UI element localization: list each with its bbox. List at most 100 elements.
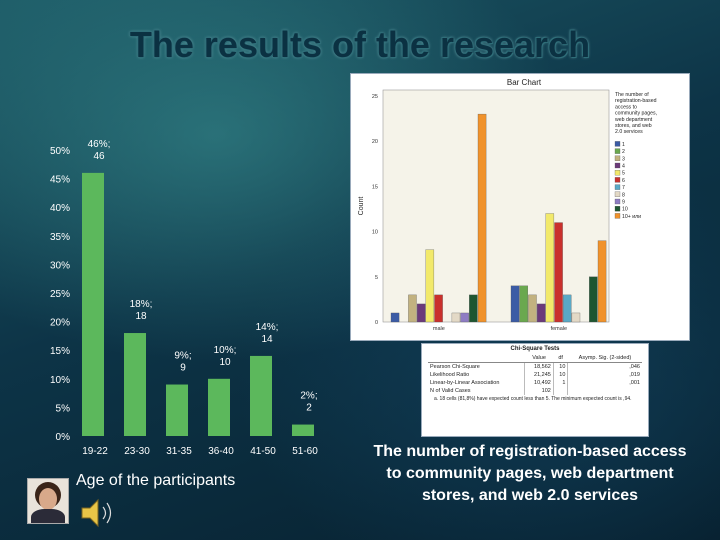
x-tick-label: 31-35 (166, 446, 192, 457)
y-tick-labels: 0% 5% 10% 15% 20% 25% 30% 35% 40% 45% 50% (50, 146, 70, 443)
spss-legend-label: 1 (622, 142, 625, 148)
table-cell: 10 (552, 362, 568, 371)
y-tick-label: 15% (50, 346, 70, 357)
spss-legend-swatch (614, 213, 621, 219)
table-cell (552, 387, 568, 395)
data-label: 14%; 14 (256, 322, 279, 345)
bar (82, 172, 104, 436)
y-tick-label: 50% (50, 146, 70, 157)
table-title: Chi-Square Tests (510, 346, 560, 352)
spss-bar (460, 312, 469, 323)
data-labels: 46%; 46 18%; 18 9%; 9 10%; 10 14%; 14 2%; 2 (88, 139, 318, 414)
table-cell: ,001 (567, 379, 642, 387)
spss-legend-swatch (614, 148, 621, 154)
y-tick-label: 40% (50, 203, 70, 214)
spss-legend-swatch (614, 170, 621, 176)
presenter-photo (27, 478, 69, 524)
spss-legend-label: 5 (622, 171, 625, 177)
spss-legend-label: 10 (622, 207, 628, 213)
y-tick-label: 25% (50, 289, 70, 300)
table-row: Pearson Chi-Square 18,562 10,046 (428, 362, 642, 371)
x-tick-label: 19-22 (82, 446, 108, 457)
spss-bar (477, 113, 487, 323)
table-cell (567, 387, 642, 395)
spss-bar (408, 294, 417, 323)
table-header-cell (428, 354, 525, 363)
spss-legend-label: 6 (622, 178, 625, 184)
x-tick-label: 51-60 (292, 446, 318, 457)
slide-caption: The number of registration-based access … (373, 443, 687, 504)
table-cell: 1 (552, 379, 568, 387)
y-tick-label: 20% (50, 318, 70, 329)
spss-legend-label: 3 (622, 156, 625, 162)
spss-y-tick: 25 (372, 94, 378, 100)
spss-legend-swatch (614, 191, 621, 197)
table-cell: ,046 (567, 362, 642, 371)
spss-bar (554, 222, 563, 323)
x-tick-label: 23-30 (124, 446, 150, 457)
spss-legend-swatch (614, 184, 621, 190)
bar (166, 384, 188, 436)
spss-bar (545, 213, 555, 323)
spss-legend-swatch (614, 198, 621, 205)
spss-chart-title: Bar Chart (507, 78, 542, 87)
table-row-label: N of Valid Cases (430, 388, 471, 394)
spss-bar-chart-panel: Bar Chart 0 5 10 15 20 25 Count male female The nu… (350, 73, 690, 341)
spss-bar (563, 294, 572, 323)
spss-legend-label: 7 (622, 185, 625, 191)
spss-legend-swatch (614, 155, 621, 161)
data-label: 46%; 46 (88, 139, 111, 162)
spss-bar (469, 294, 478, 323)
spss-legend-label: 9 (622, 200, 625, 206)
spss-bar (416, 303, 426, 323)
spss-bar (390, 312, 400, 323)
y-tick-label: 30% (50, 260, 70, 271)
table-body: Pearson Chi-Square 18,562 10,046 Likelihood… (428, 362, 642, 395)
table-row: Likelihood Ratio 21,245 10,019 (428, 371, 642, 379)
table-row-label: Linear-by-Linear Association (430, 380, 500, 386)
table-cell: 102 (524, 387, 554, 395)
x-tick-label: 36-40 (208, 446, 234, 457)
bar (208, 378, 230, 436)
x-tick-label: 41-50 (250, 446, 276, 457)
spss-legend-swatch (614, 177, 621, 183)
slide-title: The results of the research (129, 24, 591, 65)
spss-legend-label: 4 (622, 164, 625, 170)
table-cell: 10,492 (524, 379, 554, 387)
table-row: N of Valid Cases 102 (428, 387, 642, 395)
spss-y-tick: 10 (372, 230, 378, 236)
spss-legend-swatch (614, 162, 621, 169)
spss-y-tick: 20 (372, 139, 378, 145)
table-header-cell: df (553, 354, 568, 363)
bar (292, 424, 314, 436)
x-axis-title: Age of the participants (76, 472, 236, 489)
table-cell: 18,562 (524, 362, 554, 371)
spss-bar (434, 294, 443, 323)
spss-y-label: Count (358, 197, 365, 216)
table-footnote: a. 18 cells (81,8%) have expected count … (434, 396, 632, 402)
spss-bar (597, 240, 607, 323)
spss-y-tick: 15 (372, 184, 378, 190)
spss-bar (510, 285, 520, 323)
spss-x-tick: female (551, 326, 568, 332)
spss-y-tick: 5 (375, 275, 378, 281)
spss-bar (425, 249, 435, 323)
speaker-icon[interactable] (80, 496, 120, 530)
spss-x-tick: male (433, 326, 445, 332)
table-header-cell: Asymp. Sig. (2-sided) (567, 354, 642, 363)
data-label: 18%; 18 (130, 299, 153, 322)
spss-legend-swatch (614, 206, 621, 212)
spss-bar (451, 312, 461, 323)
y-tick-label: 10% (50, 375, 70, 386)
spss-legend-label: 2 (622, 149, 625, 155)
bar (250, 355, 272, 436)
spss-legend-label: 10+ или (622, 214, 641, 220)
bars (82, 172, 314, 436)
x-tick-labels: 19-22 23-30 31-35 36-40 41-50 51-60 (82, 446, 318, 457)
table-cell: 21,245 (524, 371, 554, 379)
spss-plot-area (382, 89, 610, 323)
spss-bar (519, 285, 528, 323)
spss-bar (571, 312, 581, 323)
